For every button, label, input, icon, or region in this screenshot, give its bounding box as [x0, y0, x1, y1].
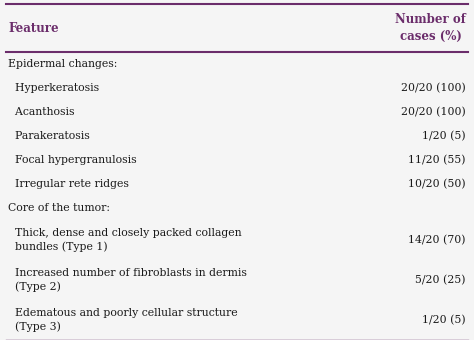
Text: Edematous and poorly cellular structure
  (Type 3): Edematous and poorly cellular structure …	[8, 308, 237, 332]
Text: 5/20 (25): 5/20 (25)	[416, 275, 466, 285]
Text: 11/20 (55): 11/20 (55)	[409, 155, 466, 165]
Text: 20/20 (100): 20/20 (100)	[401, 107, 466, 117]
Text: Focal hypergranulosis: Focal hypergranulosis	[8, 155, 137, 165]
Text: 20/20 (100): 20/20 (100)	[401, 83, 466, 93]
Text: Acanthosis: Acanthosis	[8, 107, 74, 117]
Text: Parakeratosis: Parakeratosis	[8, 131, 90, 141]
Text: Hyperkeratosis: Hyperkeratosis	[8, 83, 99, 93]
Text: 10/20 (50): 10/20 (50)	[409, 179, 466, 189]
Text: Increased number of fibroblasts in dermis
  (Type 2): Increased number of fibroblasts in dermi…	[8, 268, 247, 292]
Text: Thick, dense and closely packed collagen
  bundles (Type 1): Thick, dense and closely packed collagen…	[8, 228, 242, 252]
Text: Irregular rete ridges: Irregular rete ridges	[8, 179, 129, 189]
Text: Feature: Feature	[8, 21, 59, 34]
Text: Epidermal changes:: Epidermal changes:	[8, 59, 118, 69]
Text: Core of the tumor:: Core of the tumor:	[8, 203, 110, 213]
Text: 14/20 (70): 14/20 (70)	[409, 235, 466, 245]
Text: 1/20 (5): 1/20 (5)	[422, 315, 466, 325]
Text: 1/20 (5): 1/20 (5)	[422, 131, 466, 141]
Text: Number of
cases (%): Number of cases (%)	[395, 13, 466, 43]
